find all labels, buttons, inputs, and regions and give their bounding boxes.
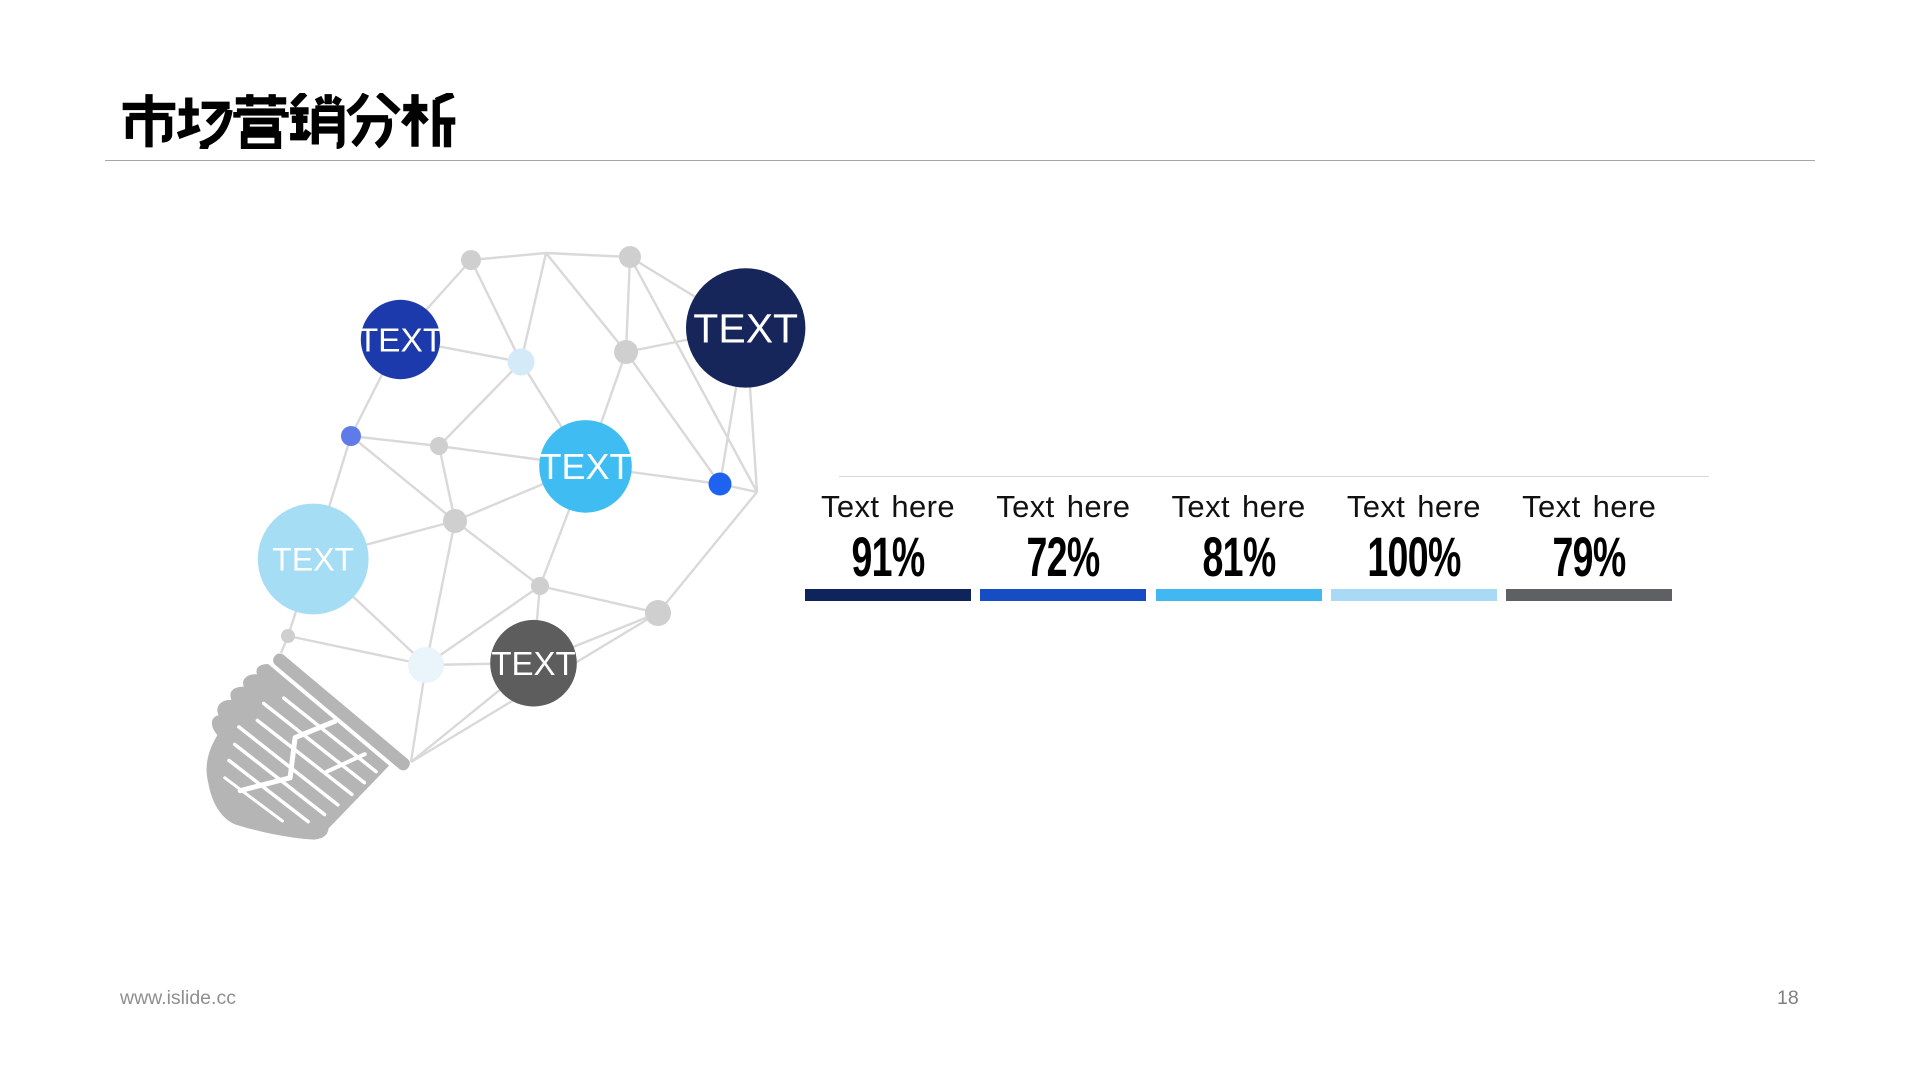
svg-text:TEXT: TEXT [272, 542, 354, 578]
svg-text:TEXT: TEXT [539, 446, 631, 487]
svg-text:TEXT: TEXT [358, 323, 444, 360]
svg-text:TEXT: TEXT [491, 645, 575, 682]
svg-text:TEXT: TEXT [693, 306, 798, 352]
